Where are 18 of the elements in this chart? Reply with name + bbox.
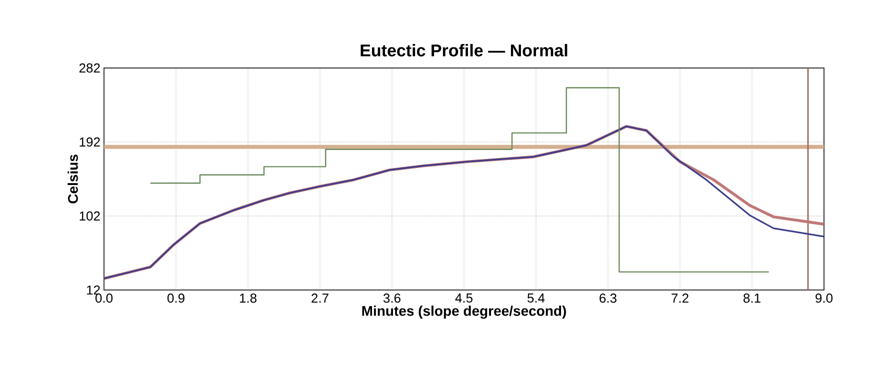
y-tick-label: 192	[80, 137, 100, 147]
x-tick-label: 6.3	[600, 294, 616, 303]
x-tick-label: 1.8	[240, 294, 256, 303]
x-tick-label: 2.7	[312, 294, 328, 303]
x-tick-label: 3.6	[383, 294, 400, 303]
x-tick-label: 4.5	[455, 294, 472, 303]
y-tick-label: 12	[87, 285, 100, 295]
y-axis-title: Celsius	[68, 154, 78, 204]
x-tick-label: 8.1	[744, 294, 760, 303]
x-tick-label: 7.2	[672, 294, 688, 303]
x-tick-label: 9.0	[816, 294, 833, 303]
x-tick-label: 0.9	[167, 294, 184, 303]
x-tick-label: 5.4	[527, 294, 545, 303]
y-tick-label: 102	[80, 211, 100, 221]
chart-title: Eutectic Profile — Normal	[360, 44, 568, 56]
y-tick-label: 282	[79, 63, 100, 73]
x-tick-label: 0.0	[95, 294, 113, 303]
x-axis-title: Minutes (slope degree/second)	[362, 306, 566, 319]
